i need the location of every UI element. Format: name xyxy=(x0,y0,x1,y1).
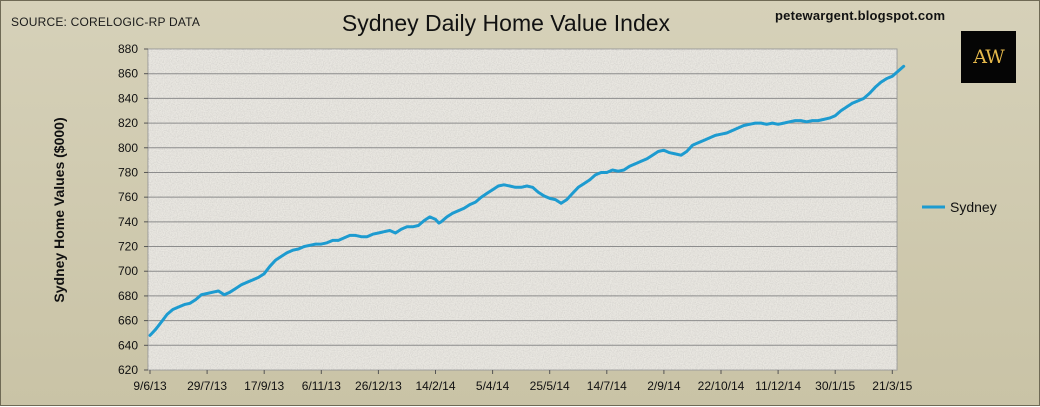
y-tick-label: 800 xyxy=(118,141,138,155)
chart-title: Sydney Daily Home Value Index xyxy=(341,10,671,36)
x-tick-label: 17/9/13 xyxy=(244,379,284,393)
aw-logo: AW xyxy=(961,31,1016,83)
legend-label: Sydney xyxy=(950,199,997,215)
y-axis-label: Sydney Home Values ($000) xyxy=(51,117,67,302)
y-tick-label: 620 xyxy=(118,363,138,377)
y-tick-label: 680 xyxy=(118,289,138,303)
y-tick-label: 840 xyxy=(118,91,138,105)
x-tick-label: 2/9/14 xyxy=(647,379,681,393)
y-tick-label: 780 xyxy=(118,165,138,179)
x-tick-label: 29/7/13 xyxy=(187,379,227,393)
x-tick-label: 22/10/14 xyxy=(698,379,745,393)
x-tick-label: 6/11/13 xyxy=(302,379,341,393)
blog-url: petewargent.blogspot.com xyxy=(775,8,946,23)
source-label: SOURCE: CORELOGIC-RP DATA xyxy=(11,15,201,29)
series-line-sydney xyxy=(148,64,906,337)
y-tick-label: 660 xyxy=(118,314,138,328)
x-tick-label: 30/1/15 xyxy=(815,379,855,393)
y-tick-label: 640 xyxy=(118,338,138,352)
y-tick-label: 700 xyxy=(118,264,138,278)
y-tick-label: 820 xyxy=(118,116,138,130)
y-tick-label: 720 xyxy=(118,240,138,254)
x-tick-label: 11/12/14 xyxy=(755,379,801,393)
x-tick-label: 5/4/14 xyxy=(476,379,510,393)
x-tick-label: 9/6/13 xyxy=(133,379,167,393)
x-tick-label: 14/2/14 xyxy=(415,379,455,393)
x-tick-label: 21/3/15 xyxy=(872,379,912,393)
y-tick-label: 880 xyxy=(118,42,138,56)
x-tick-label: 25/5/14 xyxy=(530,379,570,393)
plot-texture xyxy=(148,49,897,370)
y-tick-label: 860 xyxy=(118,67,138,81)
x-tick-label: 26/12/13 xyxy=(355,379,402,393)
y-tick-label: 740 xyxy=(118,215,138,229)
x-tick-label: 14/7/14 xyxy=(587,379,627,393)
y-tick-label: 760 xyxy=(118,190,138,204)
